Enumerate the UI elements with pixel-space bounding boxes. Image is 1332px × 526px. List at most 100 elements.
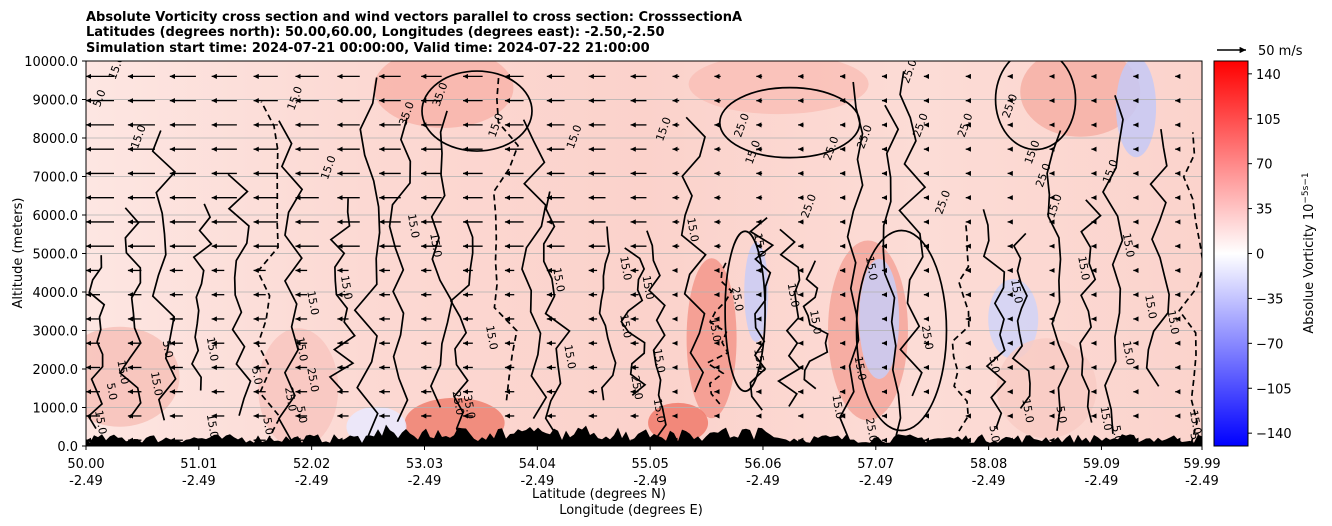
x-tick-label-lon: -2.49 [520, 474, 554, 489]
contour-label: 15.0 [829, 394, 846, 420]
colorbar-tick-label: −70 [1256, 337, 1283, 352]
contour-label: 25.0 [304, 367, 321, 393]
contour-line [118, 207, 142, 419]
quiver-key-label: 50 m/s [1258, 44, 1303, 59]
contour-line [646, 230, 667, 441]
y-tick-label: 9000.0 [33, 94, 79, 109]
contour-line [1011, 232, 1031, 409]
contour-label: 25.0 [863, 417, 880, 443]
contour-label: 15.0 [114, 359, 131, 385]
contour-label: 15.0 [751, 347, 768, 373]
contour-line [620, 247, 647, 396]
contour-label: 5.0 [260, 416, 276, 435]
contour-line [1079, 199, 1102, 423]
x-tick-label-lon: -2.49 [1085, 474, 1119, 489]
contour-label: 15.0 [807, 309, 824, 335]
colorbar-label-units: −5s−1 [1301, 172, 1311, 203]
contour-label: 25.0 [628, 374, 645, 400]
contour-label: 15.0 [852, 355, 869, 381]
contour-label: 5.0 [1053, 405, 1069, 424]
contour-label: 5.0 [986, 424, 1002, 443]
contour-line [898, 71, 927, 397]
contour-label: 15.0 [204, 413, 221, 439]
negative-contour [951, 221, 970, 432]
contour-loop [855, 229, 948, 432]
vorticity-anomaly [1116, 61, 1157, 158]
contour-line [353, 77, 381, 440]
colorbar-tick-label: 0 [1256, 248, 1264, 263]
plot-area: 15.05.015.015.015.035.035.015.0 15.0 15.0 2… [86, 61, 1204, 446]
contour-label: 15.0 [707, 317, 724, 343]
vorticity-anomaly [373, 61, 514, 128]
contour-label: 15.0 [427, 232, 444, 258]
contour-line [882, 104, 902, 443]
y-tick-label: 0.0 [57, 440, 78, 455]
contour-label: 15.0 [148, 371, 165, 397]
x-axis-label-line-1: Latitude (degrees N) [532, 487, 666, 502]
y-tick-label: 8000.0 [33, 132, 79, 147]
contour-label: 15.0 [1187, 409, 1204, 435]
x-tick-label-lon: -2.49 [182, 474, 216, 489]
contour-label: 15.0 [204, 336, 221, 362]
colorbar-tick-label: 35 [1256, 203, 1273, 218]
x-axis-ticks: 50.00 -2.49 51.01 -2.49 52.02 -2.49 53.03 -2.49… [67, 446, 1221, 489]
contour-loop [724, 230, 766, 393]
vorticity-anomaly [404, 397, 505, 446]
contour-label: 15.0 [304, 290, 321, 316]
contour-line [680, 116, 707, 393]
colorbar-label: Absolue Vorticity 10−5s−1 [1301, 172, 1317, 333]
x-tick-label-lat: 55.05 [632, 457, 669, 472]
contour-line [87, 255, 106, 430]
contour-line [1046, 130, 1070, 431]
x-tick-label-lat: 57.07 [857, 457, 894, 472]
vorticity-anomaly [1020, 61, 1141, 137]
x-tick-label-lat: 53.03 [406, 457, 443, 472]
contour-label: 15.0 [617, 255, 634, 281]
y-tick-label: 7000.0 [33, 171, 79, 186]
contour-label: 25.0 [282, 386, 299, 412]
x-tick-label-lon: -2.49 [859, 474, 893, 489]
chart-title-line-1: Absolute Vorticity cross section and win… [86, 10, 742, 25]
contour-label: 5.0 [104, 382, 120, 401]
contour-label: 15.0 [651, 398, 668, 424]
vorticity-anomaly [686, 258, 737, 419]
colorbar-tick-label: 70 [1256, 158, 1273, 173]
contour-line [277, 120, 304, 442]
y-tick-label: 6000.0 [33, 209, 79, 224]
quiver-key: 50 m/s [1217, 44, 1303, 59]
y-tick-label: 3000.0 [33, 325, 79, 340]
x-tick-label-lat: 56.06 [744, 457, 781, 472]
contour-line [429, 110, 453, 408]
x-tick-label-lon: -2.49 [408, 474, 442, 489]
colorbar: 140 105 70 35 0 −35 −70 −105 −140 Absolue Vortic… [1213, 60, 1317, 447]
contour-line [151, 130, 177, 421]
contour-label: 5.0 [249, 366, 265, 385]
x-tick-label-lon: -2.49 [69, 474, 103, 489]
contour-line [521, 119, 548, 420]
contour-label: 15.0 [550, 267, 567, 293]
contour-line [542, 191, 571, 437]
y-tick-label: 5000.0 [33, 248, 79, 263]
contour-label: 15.0 [1120, 232, 1137, 258]
contour-line [1145, 128, 1170, 387]
contour-label: 15.0 [1019, 398, 1036, 424]
x-tick-label-lat: 50.00 [67, 457, 104, 472]
contour-line [838, 81, 864, 444]
contour-loop [718, 86, 861, 159]
x-tick-label-lat: 59.99 [1183, 457, 1220, 472]
contour-loop [994, 61, 1077, 151]
vorticity-anomaly [86, 326, 180, 427]
y-tick-label: 10000.0 [24, 55, 78, 70]
contour-line [982, 209, 1007, 430]
colorbar-gradient [1213, 60, 1249, 447]
x-tick-label-lat: 52.02 [293, 457, 330, 472]
contour-line [388, 117, 412, 423]
contour-label: 15.0 [1142, 294, 1159, 320]
contour-line [449, 220, 474, 445]
contour-label: 5.0 [294, 405, 310, 424]
contour-label: 15.0 [293, 336, 310, 362]
vorticity-anomaly [859, 258, 900, 379]
y-axis-label: Altitude (meters) [11, 198, 26, 309]
contour-label: 15.0 [863, 255, 880, 281]
vorticity-anomaly [258, 328, 339, 446]
